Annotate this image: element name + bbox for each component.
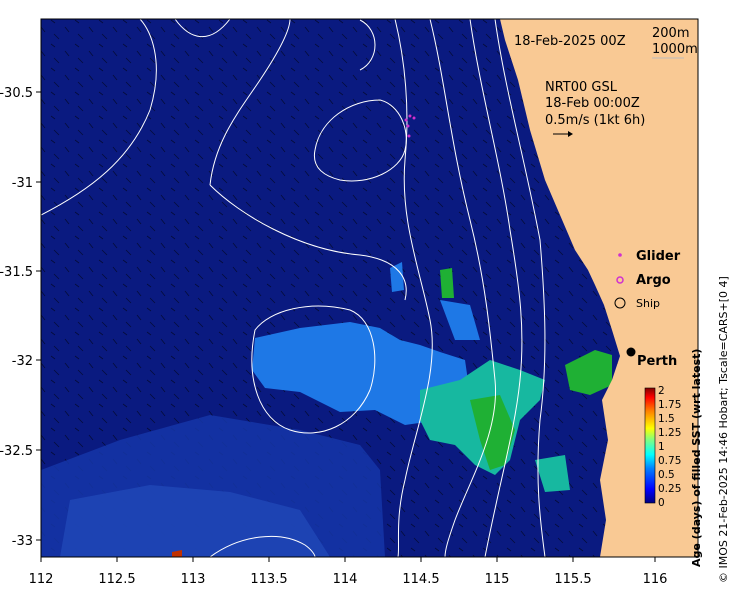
map-area (41, 19, 698, 557)
colorbar-tick-label: 1.5 (658, 413, 675, 425)
glider-track (404, 114, 416, 138)
sst-age-mid-patch (390, 262, 404, 292)
colorbar (644, 387, 656, 504)
colorbar-ticks: 2 1.75 1.5 1.25 1 0.75 0.5 0.25 0 (658, 385, 681, 509)
x-tick-label: 114 (333, 572, 358, 587)
x-tick-label: 114.5 (402, 572, 439, 587)
colorbar-tick-label: 1 (658, 441, 665, 453)
x-tick-label: 115.5 (554, 572, 591, 587)
sst-age-green-region (470, 395, 515, 470)
x-tick-label: 115 (485, 572, 510, 587)
sst-age-coastal-green (565, 350, 612, 395)
y-tick-label: -30.5 (0, 86, 33, 101)
city-marker-icon (626, 347, 636, 357)
glider-legend-icon (618, 253, 622, 257)
analysis-time: 18-Feb 00:00Z (545, 96, 640, 111)
colorbar-tick-label: 1.25 (658, 427, 681, 439)
y-tick-label: -31.5 (0, 265, 33, 280)
sst-age-green-patch (440, 268, 454, 298)
map-timestamp: 18-Feb-2025 00Z (514, 34, 626, 49)
sst-age-coastal-cyan (535, 455, 570, 492)
credit-text: © IMOS 21-Feb-2025 14:46 Hobart; Tscale=… (717, 276, 730, 583)
sst-age-red-pixel (172, 550, 182, 557)
colorbar-tick-label: 0 (658, 497, 665, 509)
x-tick-label: 112.5 (98, 572, 135, 587)
depth-legend-200m: 200m (652, 26, 689, 41)
x-tick-label: 113.5 (250, 572, 287, 587)
sst-age-low-region-2 (60, 485, 330, 557)
ship-legend-icon (614, 297, 626, 309)
y-tick-label: -31 (12, 176, 33, 191)
x-axis: 112 112.5 113 113.5 114 114.5 115 115.5 116 (29, 557, 668, 587)
contour-lines (41, 19, 546, 557)
ship-legend-label: Ship (636, 297, 660, 310)
map-frame (40, 18, 699, 558)
analysis-product: NRT00 GSL (545, 80, 618, 95)
x-tick-label: 112 (29, 572, 54, 587)
x-tick-label: 116 (643, 572, 668, 587)
glider-legend-label: Glider (636, 249, 681, 264)
y-tick-label: -33 (12, 534, 33, 549)
colorbar-tick-label: 0.75 (658, 455, 681, 467)
city-label: Perth (637, 354, 677, 369)
colorbar-tick-label: 1.75 (658, 399, 681, 411)
y-tick-label: -32.5 (0, 444, 33, 459)
colorbar-tick-label: 0.5 (658, 469, 675, 481)
vector-scale-label: 0.5m/s (1kt 6h) (545, 113, 645, 128)
sst-age-mid-patch-2 (440, 300, 480, 340)
colorbar-tick-label: 2 (658, 385, 665, 397)
sst-age-mid-region (252, 322, 470, 425)
depth-legend-1000m: 1000m (652, 42, 698, 57)
vector-scale-arrow-icon (553, 131, 573, 137)
y-tick-label: -32 (12, 354, 33, 369)
colorbar-tick-label: 0.25 (658, 483, 681, 495)
x-tick-label: 113 (181, 572, 206, 587)
argo-legend-label: Argo (636, 273, 671, 288)
colorbar-label: Age (days) of filled SST (wrt latest) (690, 349, 703, 567)
y-axis: -30.5 -31 -31.5 -32 -32.5 -33 (0, 86, 41, 549)
argo-legend-icon (616, 276, 624, 284)
